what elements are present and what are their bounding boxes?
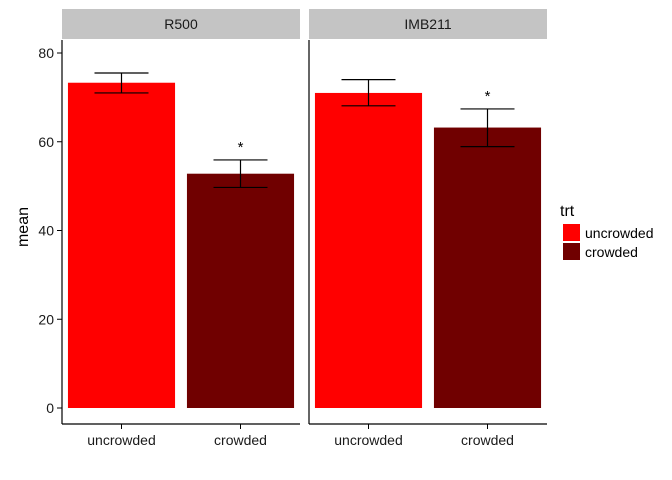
x-tick-label: uncrowded xyxy=(334,432,403,448)
x-tick-label: crowded xyxy=(214,432,267,448)
y-axis-title: mean xyxy=(15,207,32,247)
panel-imb211: IMB211 uncrowded * crowded xyxy=(308,9,547,448)
y-tick-label: 0 xyxy=(46,400,54,416)
significance-label: * xyxy=(485,88,491,105)
legend-swatch xyxy=(563,224,580,241)
legend-swatch xyxy=(563,243,580,260)
legend: trt uncrowded crowded xyxy=(560,203,654,260)
strip-label: IMB211 xyxy=(404,16,451,32)
strip-background xyxy=(309,9,547,39)
legend-title: trt xyxy=(560,203,575,220)
bar xyxy=(314,92,423,408)
bar xyxy=(186,173,295,408)
legend-label: crowded xyxy=(585,244,638,260)
y-tick-label: 40 xyxy=(38,223,54,239)
y-tick-label: 80 xyxy=(38,45,54,61)
x-tick-label: uncrowded xyxy=(87,432,156,448)
significance-label: * xyxy=(238,139,244,156)
y-tick-label: 60 xyxy=(38,134,54,150)
x-tick-label: crowded xyxy=(461,432,514,448)
y-axis: 0 20 40 60 80 xyxy=(38,45,62,416)
panels: R500 uncrowded * crowded IMB211 uncrowded * cro… xyxy=(61,9,547,448)
y-tick-label: 20 xyxy=(38,311,54,327)
panel-r500: R500 uncrowded * crowded xyxy=(61,9,300,448)
bar xyxy=(433,127,542,409)
strip-background xyxy=(62,9,300,39)
bar xyxy=(67,82,176,408)
strip-label: R500 xyxy=(164,16,198,32)
legend-label: uncrowded xyxy=(585,225,654,241)
